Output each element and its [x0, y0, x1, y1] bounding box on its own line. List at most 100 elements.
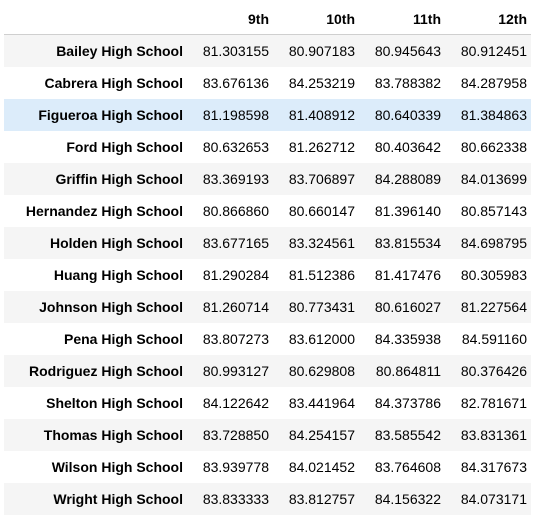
cell-10th-score: 80.907183	[288, 43, 355, 59]
cell-10th-score: 83.812757	[288, 491, 355, 507]
cell-11th-score: 84.373786	[374, 395, 441, 411]
cell-10th-score: 83.324561	[288, 235, 355, 251]
cell-10th-score: 80.773431	[288, 299, 355, 315]
row-label-school: Figueroa High School	[38, 107, 183, 123]
cell-10th-score: 80.660147	[288, 203, 355, 219]
cell-11th-score: 80.640339	[374, 107, 441, 123]
cell-12th-score: 80.912451	[460, 43, 527, 59]
cell-12th-score: 81.227564	[460, 299, 527, 315]
cell-12th-score: 84.287958	[460, 75, 527, 91]
row-label-school: Griffin High School	[55, 171, 183, 187]
cell-9th-score: 83.807273	[202, 331, 269, 347]
table-row: Hernandez High School 80.866860 80.660147 8…	[4, 195, 531, 227]
cell-9th-score: 83.369193	[202, 171, 269, 187]
cell-9th-score: 83.939778	[202, 459, 269, 475]
table-row: Griffin High School 83.369193 83.706897 84.…	[4, 163, 531, 195]
cell-10th-score: 81.408912	[288, 107, 355, 123]
table-row: Shelton High School 84.122642 83.441964 84.…	[4, 387, 531, 419]
cell-10th-score: 84.253219	[288, 75, 355, 91]
cell-11th-score: 80.945643	[374, 43, 441, 59]
column-header-9th: 9th	[187, 4, 273, 35]
cell-11th-score: 81.417476	[374, 267, 441, 283]
cell-11th-score: 83.585542	[374, 427, 441, 443]
cell-12th-score: 80.857143	[460, 203, 527, 219]
table-row: Bailey High School 81.303155 80.907183 80.9…	[4, 34, 531, 67]
cell-11th-score: 83.764608	[374, 459, 441, 475]
cell-9th-score: 80.632653	[202, 139, 269, 155]
row-label-school: Rodriguez High School	[29, 363, 183, 379]
table-row: Wilson High School 83.939778 84.021452 83.7…	[4, 451, 531, 483]
cell-11th-score: 84.156322	[374, 491, 441, 507]
table-row: Wright High School 83.833333 83.812757 84.1…	[4, 483, 531, 515]
cell-12th-score: 84.591160	[461, 331, 527, 347]
column-header-11th: 11th	[359, 4, 445, 35]
cell-12th-score: 80.305983	[460, 267, 527, 283]
scores-by-grade-table: 9th 10th 11th 12th Bailey High School 81.…	[4, 4, 531, 515]
row-label-school: Wilson High School	[51, 459, 183, 475]
row-label-school: Ford High School	[66, 139, 183, 155]
cell-10th-score: 81.512386	[288, 267, 355, 283]
row-label-school: Johnson High School	[39, 299, 183, 315]
table-header: 9th 10th 11th 12th	[4, 4, 531, 35]
cell-11th-score: 80.403642	[374, 139, 441, 155]
cell-9th-score: 81.303155	[202, 43, 269, 59]
table-row: Thomas High School 83.728850 84.254157 83.5…	[4, 419, 531, 451]
cell-9th-score: 81.260714	[202, 299, 269, 315]
row-label-school: Pena High School	[63, 331, 183, 347]
row-label-school: Hernandez High School	[25, 203, 183, 219]
cell-9th-score: 83.833333	[202, 491, 269, 507]
cell-9th-score: 81.290284	[202, 267, 269, 283]
cell-12th-score: 82.781671	[460, 395, 527, 411]
row-label-school: Bailey High School	[56, 43, 183, 59]
cell-12th-score: 83.831361	[460, 427, 527, 443]
row-label-school: Cabrera High School	[44, 75, 183, 91]
header-row: 9th 10th 11th 12th	[4, 4, 531, 35]
cell-9th-score: 83.728850	[202, 427, 269, 443]
table-row: Holden High School 83.677165 83.324561 83.8…	[4, 227, 531, 259]
cell-12th-score: 84.073171	[460, 491, 527, 507]
cell-11th-score: 83.788382	[374, 75, 441, 91]
table-row: Cabrera High School 83.676136 84.253219 83.…	[4, 67, 531, 99]
row-label-school: Thomas High School	[43, 427, 183, 443]
cell-9th-score: 83.677165	[202, 235, 269, 251]
index-header-corner	[4, 4, 187, 35]
cell-11th-score: 80.864811	[375, 363, 441, 379]
column-header-10th: 10th	[273, 4, 359, 35]
cell-10th-score: 84.021452	[288, 459, 355, 475]
cell-10th-score: 80.629808	[288, 363, 355, 379]
row-label-school: Shelton High School	[46, 395, 183, 411]
table-row: Johnson High School 81.260714 80.773431 80.…	[4, 291, 531, 323]
cell-12th-score: 84.317673	[460, 459, 527, 475]
table-body: Bailey High School 81.303155 80.907183 80.9…	[4, 34, 531, 515]
cell-12th-score: 80.376426	[460, 363, 527, 379]
cell-11th-score: 81.396140	[374, 203, 441, 219]
column-header-12th: 12th	[445, 4, 531, 35]
table-row: Ford High School 80.632653 81.262712 80.403…	[4, 131, 531, 163]
table-row: Figueroa High School 81.198598 81.408912 80…	[4, 99, 531, 131]
cell-10th-score: 84.254157	[288, 427, 355, 443]
cell-12th-score: 84.013699	[460, 171, 527, 187]
row-label-school: Holden High School	[50, 235, 183, 251]
cell-10th-score: 83.706897	[288, 171, 355, 187]
cell-9th-score: 83.676136	[202, 75, 269, 91]
cell-9th-score: 80.866860	[202, 203, 269, 219]
cell-12th-score: 81.384863	[460, 107, 527, 123]
table-row: Huang High School 81.290284 81.512386 81.41…	[4, 259, 531, 291]
table-row: Rodriguez High School 80.993127 80.629808 8…	[4, 355, 531, 387]
cell-11th-score: 84.335938	[374, 331, 441, 347]
table-row: Pena High School 83.807273 83.612000 84.335…	[4, 323, 531, 355]
cell-9th-score: 80.993127	[202, 363, 269, 379]
cell-11th-score: 80.616027	[374, 299, 441, 315]
cell-11th-score: 83.815534	[374, 235, 441, 251]
cell-10th-score: 81.262712	[288, 139, 355, 155]
cell-10th-score: 83.612000	[288, 331, 355, 347]
cell-9th-score: 84.122642	[202, 395, 269, 411]
cell-9th-score: 81.198598	[202, 107, 269, 123]
cell-12th-score: 84.698795	[460, 235, 527, 251]
row-label-school: Wright High School	[53, 491, 183, 507]
row-label-school: Huang High School	[53, 267, 183, 283]
cell-10th-score: 83.441964	[288, 395, 355, 411]
cell-11th-score: 84.288089	[374, 171, 441, 187]
cell-12th-score: 80.662338	[460, 139, 527, 155]
